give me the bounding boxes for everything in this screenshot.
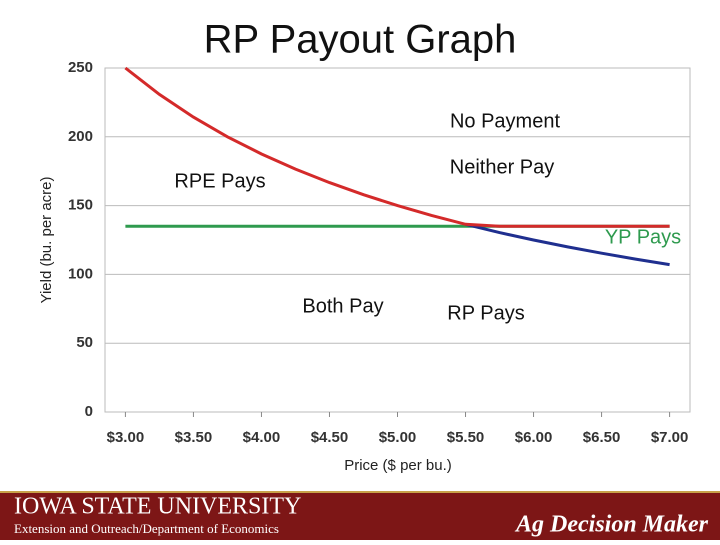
y-tick-label: 200 bbox=[68, 128, 93, 145]
footer-department: Extension and Outreach/Department of Eco… bbox=[14, 521, 279, 536]
x-axis-label: Price ($ per bu.) bbox=[344, 457, 452, 474]
y-tick-label: 100 bbox=[68, 265, 93, 282]
annotation: Both Pay bbox=[302, 295, 383, 317]
y-tick-label: 250 bbox=[68, 59, 93, 76]
footer-brand: Ag Decision Maker bbox=[514, 512, 709, 538]
x-tick-label: $6.50 bbox=[583, 429, 621, 446]
series-line bbox=[465, 222, 670, 267]
footer-band bbox=[0, 492, 720, 540]
annotation: YP Pays bbox=[605, 226, 681, 248]
y-tick-label: 0 bbox=[85, 403, 93, 420]
series-line bbox=[124, 66, 670, 228]
annotation: Neither Pay bbox=[450, 156, 555, 178]
annotation: RP Pays bbox=[447, 302, 524, 324]
plot-area bbox=[104, 67, 691, 413]
x-tick-label: $3.00 bbox=[107, 429, 145, 446]
annotation: RPE Pays bbox=[174, 170, 265, 192]
x-tick-label: $5.50 bbox=[447, 429, 485, 446]
footer-university: IOWA STATE UNIVERSITY bbox=[14, 494, 301, 520]
chart-title: RP Payout Graph bbox=[204, 18, 517, 62]
y-tick-label: 50 bbox=[76, 334, 93, 351]
x-tick-label: $5.00 bbox=[379, 429, 417, 446]
x-tick-label: $4.00 bbox=[243, 429, 281, 446]
x-tick-label: $3.50 bbox=[175, 429, 213, 446]
y-axis-label: Yield (bu. per acre) bbox=[38, 176, 55, 303]
x-tick-label: $6.00 bbox=[515, 429, 553, 446]
x-tick-label: $4.50 bbox=[311, 429, 349, 446]
annotation: No Payment bbox=[450, 110, 560, 132]
x-tick-label: $7.00 bbox=[651, 429, 689, 446]
y-tick-label: 150 bbox=[68, 197, 93, 214]
